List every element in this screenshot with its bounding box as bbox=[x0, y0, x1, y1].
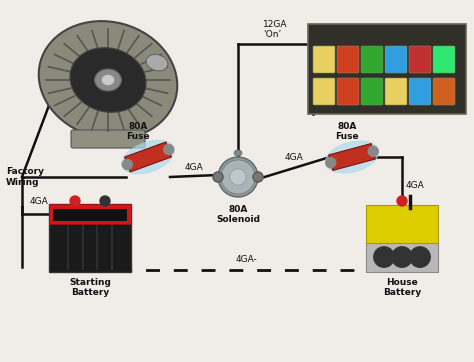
Circle shape bbox=[100, 196, 110, 206]
Text: 4GA: 4GA bbox=[406, 181, 425, 190]
FancyBboxPatch shape bbox=[308, 24, 466, 114]
Ellipse shape bbox=[221, 160, 255, 194]
Text: House
Battery: House Battery bbox=[383, 278, 421, 298]
Ellipse shape bbox=[39, 21, 177, 139]
Ellipse shape bbox=[122, 140, 174, 174]
FancyBboxPatch shape bbox=[53, 209, 127, 221]
FancyBboxPatch shape bbox=[385, 46, 407, 73]
Circle shape bbox=[213, 172, 223, 182]
Text: 80A
Fuse: 80A Fuse bbox=[126, 122, 150, 141]
Circle shape bbox=[253, 172, 263, 182]
Text: 4GA-: 4GA- bbox=[235, 255, 257, 264]
Circle shape bbox=[70, 196, 80, 206]
Text: 12GA
‘On’: 12GA ‘On’ bbox=[263, 20, 288, 39]
FancyBboxPatch shape bbox=[337, 46, 359, 73]
Circle shape bbox=[410, 247, 430, 267]
FancyBboxPatch shape bbox=[361, 46, 383, 73]
Ellipse shape bbox=[95, 69, 121, 91]
Ellipse shape bbox=[102, 75, 114, 85]
Text: 80A
Solenoid: 80A Solenoid bbox=[216, 205, 260, 224]
Circle shape bbox=[368, 146, 378, 156]
FancyBboxPatch shape bbox=[409, 78, 431, 105]
Circle shape bbox=[392, 247, 412, 267]
FancyBboxPatch shape bbox=[385, 78, 407, 105]
FancyBboxPatch shape bbox=[313, 78, 335, 105]
Text: 4GA: 4GA bbox=[30, 197, 49, 206]
Ellipse shape bbox=[70, 48, 146, 112]
Text: Starting
Battery: Starting Battery bbox=[69, 278, 111, 298]
Circle shape bbox=[374, 247, 394, 267]
FancyBboxPatch shape bbox=[313, 46, 335, 73]
FancyBboxPatch shape bbox=[49, 204, 131, 224]
FancyBboxPatch shape bbox=[366, 241, 438, 272]
Circle shape bbox=[164, 144, 173, 155]
Ellipse shape bbox=[218, 157, 258, 197]
FancyBboxPatch shape bbox=[337, 78, 359, 105]
PathPatch shape bbox=[328, 144, 375, 171]
FancyBboxPatch shape bbox=[361, 78, 383, 105]
Ellipse shape bbox=[325, 141, 379, 173]
Text: 4GA: 4GA bbox=[185, 163, 203, 172]
Text: Factory
Wiring: Factory Wiring bbox=[6, 167, 44, 187]
FancyBboxPatch shape bbox=[433, 78, 455, 105]
Ellipse shape bbox=[230, 169, 246, 185]
PathPatch shape bbox=[125, 142, 172, 172]
FancyBboxPatch shape bbox=[433, 46, 455, 73]
Circle shape bbox=[326, 158, 336, 168]
FancyBboxPatch shape bbox=[71, 130, 145, 148]
FancyBboxPatch shape bbox=[49, 204, 131, 272]
FancyBboxPatch shape bbox=[366, 205, 438, 243]
Text: 4GA: 4GA bbox=[284, 153, 303, 162]
Circle shape bbox=[122, 160, 132, 169]
Text: 80A
Fuse: 80A Fuse bbox=[335, 122, 359, 141]
Circle shape bbox=[397, 196, 407, 206]
Ellipse shape bbox=[146, 54, 168, 71]
Ellipse shape bbox=[234, 150, 242, 156]
FancyBboxPatch shape bbox=[409, 46, 431, 73]
